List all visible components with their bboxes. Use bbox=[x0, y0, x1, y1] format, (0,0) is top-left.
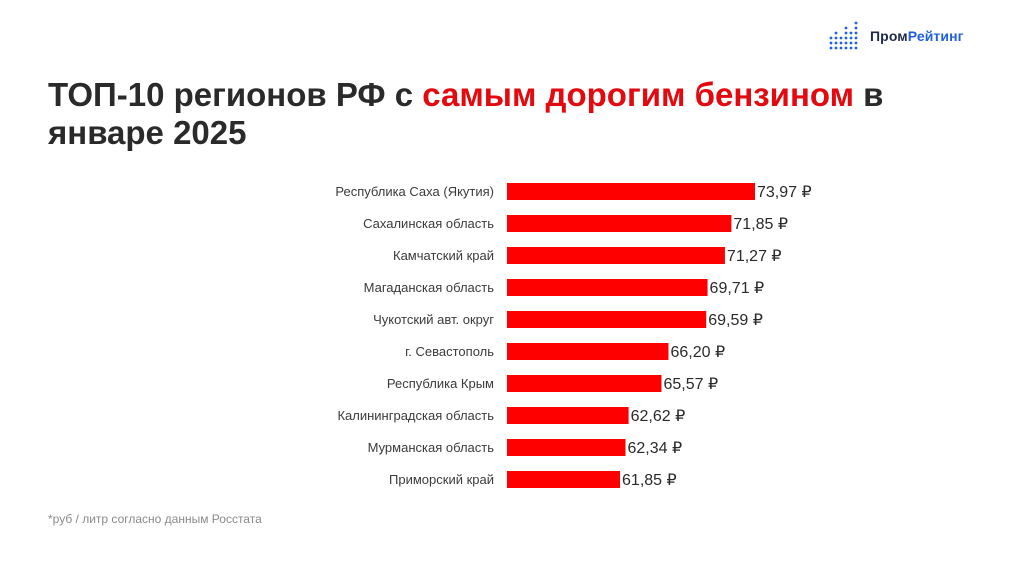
category-label: Республика Крым bbox=[387, 376, 494, 391]
category-label: Приморский край bbox=[389, 472, 494, 487]
value-label: 73,97 ₽ bbox=[757, 184, 812, 201]
bar bbox=[507, 311, 707, 328]
page-title: ТОП-10 регионов РФ с самым дорогим бензи… bbox=[48, 76, 978, 152]
bar bbox=[507, 375, 662, 392]
bar bbox=[507, 471, 621, 488]
bar bbox=[507, 183, 755, 200]
brand-name-part1: Пром bbox=[870, 28, 908, 44]
value-label: 69,59 ₽ bbox=[708, 312, 763, 329]
value-label: 65,57 ₽ bbox=[663, 376, 718, 393]
category-label: Сахалинская область bbox=[363, 216, 494, 231]
category-label: Магаданская область bbox=[364, 280, 495, 295]
category-label: Чукотский авт. округ bbox=[373, 312, 494, 327]
brand-name-part2: Рейтинг bbox=[907, 28, 964, 44]
title-part1: ТОП-10 регионов РФ с bbox=[48, 76, 423, 113]
value-label: 71,27 ₽ bbox=[727, 248, 782, 265]
category-label: Калининградская область bbox=[337, 408, 494, 423]
category-label: Республика Саха (Якутия) bbox=[335, 184, 494, 199]
category-label: Камчатский край bbox=[393, 248, 494, 263]
title-accent: самым дорогим бензином bbox=[422, 76, 855, 113]
category-label: Мурманская область bbox=[368, 440, 495, 455]
value-label: 66,20 ₽ bbox=[670, 344, 725, 361]
footnote: *руб / литр согласно данным Росстата bbox=[48, 512, 262, 526]
bar bbox=[507, 343, 669, 360]
bar-chart-dots-icon bbox=[829, 21, 858, 50]
category-label: г. Севастополь bbox=[405, 344, 494, 359]
value-label: 61,85 ₽ bbox=[622, 472, 677, 489]
value-label: 71,85 ₽ bbox=[733, 216, 788, 233]
bar bbox=[507, 439, 626, 456]
value-label: 69,71 ₽ bbox=[710, 280, 765, 297]
bar bbox=[507, 279, 708, 296]
bar bbox=[507, 407, 629, 424]
value-label: 62,34 ₽ bbox=[627, 440, 682, 457]
brand-name: ПромРейтинг bbox=[870, 28, 964, 44]
bar bbox=[507, 215, 732, 232]
bar bbox=[507, 247, 725, 264]
brand-logo: ПромРейтинг bbox=[828, 20, 964, 52]
title-part2: в январе 2025 bbox=[48, 76, 884, 151]
value-label: 62,62 ₽ bbox=[631, 408, 686, 425]
